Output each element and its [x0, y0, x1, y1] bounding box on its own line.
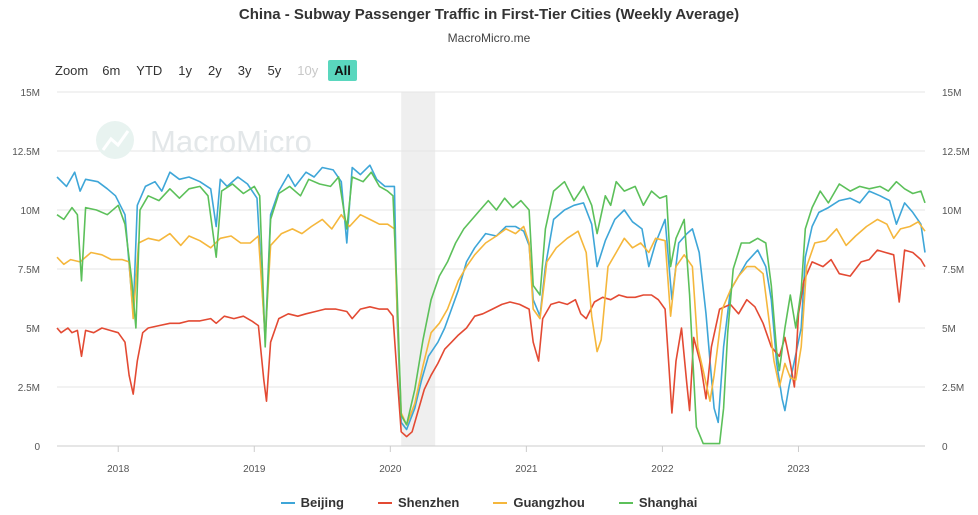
y-tick-label-left: 0: [34, 442, 40, 453]
y-tick-label-right: 7.5M: [942, 265, 964, 276]
zoom-5y-button[interactable]: 5y: [267, 62, 282, 78]
y-tick-label-left: 5M: [26, 324, 40, 335]
y-tick-label-right: 12.5M: [942, 147, 970, 158]
zoom-10y-button: 10y: [297, 62, 319, 78]
x-tick-label: 2023: [787, 464, 810, 475]
watermark: MacroMicro: [96, 121, 312, 159]
zoom-2y-button[interactable]: 2y: [208, 62, 222, 78]
series-line-shenzhen[interactable]: [56, 249, 926, 438]
legend-item-beijing[interactable]: Beijing: [280, 495, 344, 510]
legend-label-beijing: Beijing: [300, 495, 344, 510]
series-lines[interactable]: [56, 164, 926, 445]
legend-label-shanghai: Shanghai: [638, 495, 698, 510]
zoom-1y-button[interactable]: 1y: [178, 62, 193, 78]
x-tick-label: 2022: [651, 464, 674, 475]
chart-trend-icon: [96, 121, 134, 159]
axes: 0 0 2.5M 2.5M 5M 5M 7.5M 7.5M 10M 10M 12.5M 12.5M 15…: [12, 88, 970, 475]
y-tick-label-left: 7.5M: [18, 265, 40, 276]
y-tick-label-left: 12.5M: [12, 147, 40, 158]
y-tick-label-right: 2.5M: [942, 383, 964, 394]
legend-swatch-shenzhen: [377, 501, 392, 504]
y-tick-label-right: 15M: [942, 88, 961, 99]
y-tick-label-right: 10M: [942, 206, 961, 217]
chart-subtitle: MacroMicro.me: [447, 31, 531, 45]
legend-swatch-beijing: [280, 501, 295, 504]
legend-swatch-guangzhou: [493, 501, 508, 504]
zoom-6m-button[interactable]: 6m: [102, 62, 121, 78]
y-tick-label-left: 2.5M: [18, 383, 40, 394]
legend-item-shanghai[interactable]: Shanghai: [618, 495, 698, 510]
x-tick-label: 2021: [515, 464, 538, 475]
zoom-all-button[interactable]: All: [328, 59, 357, 81]
zoom-label: Zoom: [55, 62, 89, 78]
legend-label-shenzhen: Shenzhen: [397, 495, 460, 510]
y-tick-label-right: 0: [942, 442, 948, 453]
zoom-range-selector: Zoom 6m YTD 1y 2y 3y 5y 10y All: [55, 59, 361, 81]
y-tick-label-left: 15M: [21, 88, 40, 99]
series-line-shanghai[interactable]: [56, 171, 926, 445]
zoom-ytd-button[interactable]: YTD: [136, 62, 163, 78]
legend-label-guangzhou: Guangzhou: [513, 495, 585, 510]
x-tick-label: 2019: [243, 464, 266, 475]
y-tick-label-right: 5M: [942, 324, 956, 335]
legend-swatch-shanghai: [618, 501, 633, 504]
series-line-guangzhou[interactable]: [56, 213, 926, 426]
legend-item-guangzhou[interactable]: Guangzhou: [493, 495, 585, 510]
watermark-text: MacroMicro: [150, 124, 312, 159]
zoom-3y-button[interactable]: 3y: [237, 62, 252, 78]
x-tick-label: 2018: [107, 464, 130, 475]
chart-title: China - Subway Passenger Traffic in Firs…: [238, 6, 740, 23]
x-tick-label: 2020: [379, 464, 402, 475]
watermark-trend-line: [101, 130, 130, 151]
y-tick-label-left: 10M: [21, 206, 40, 217]
legend-item-shenzhen[interactable]: Shenzhen: [377, 495, 460, 510]
legend: Beijing Shenzhen Guangzhou Shanghai: [0, 495, 978, 510]
series-line-beijing[interactable]: [56, 164, 926, 431]
